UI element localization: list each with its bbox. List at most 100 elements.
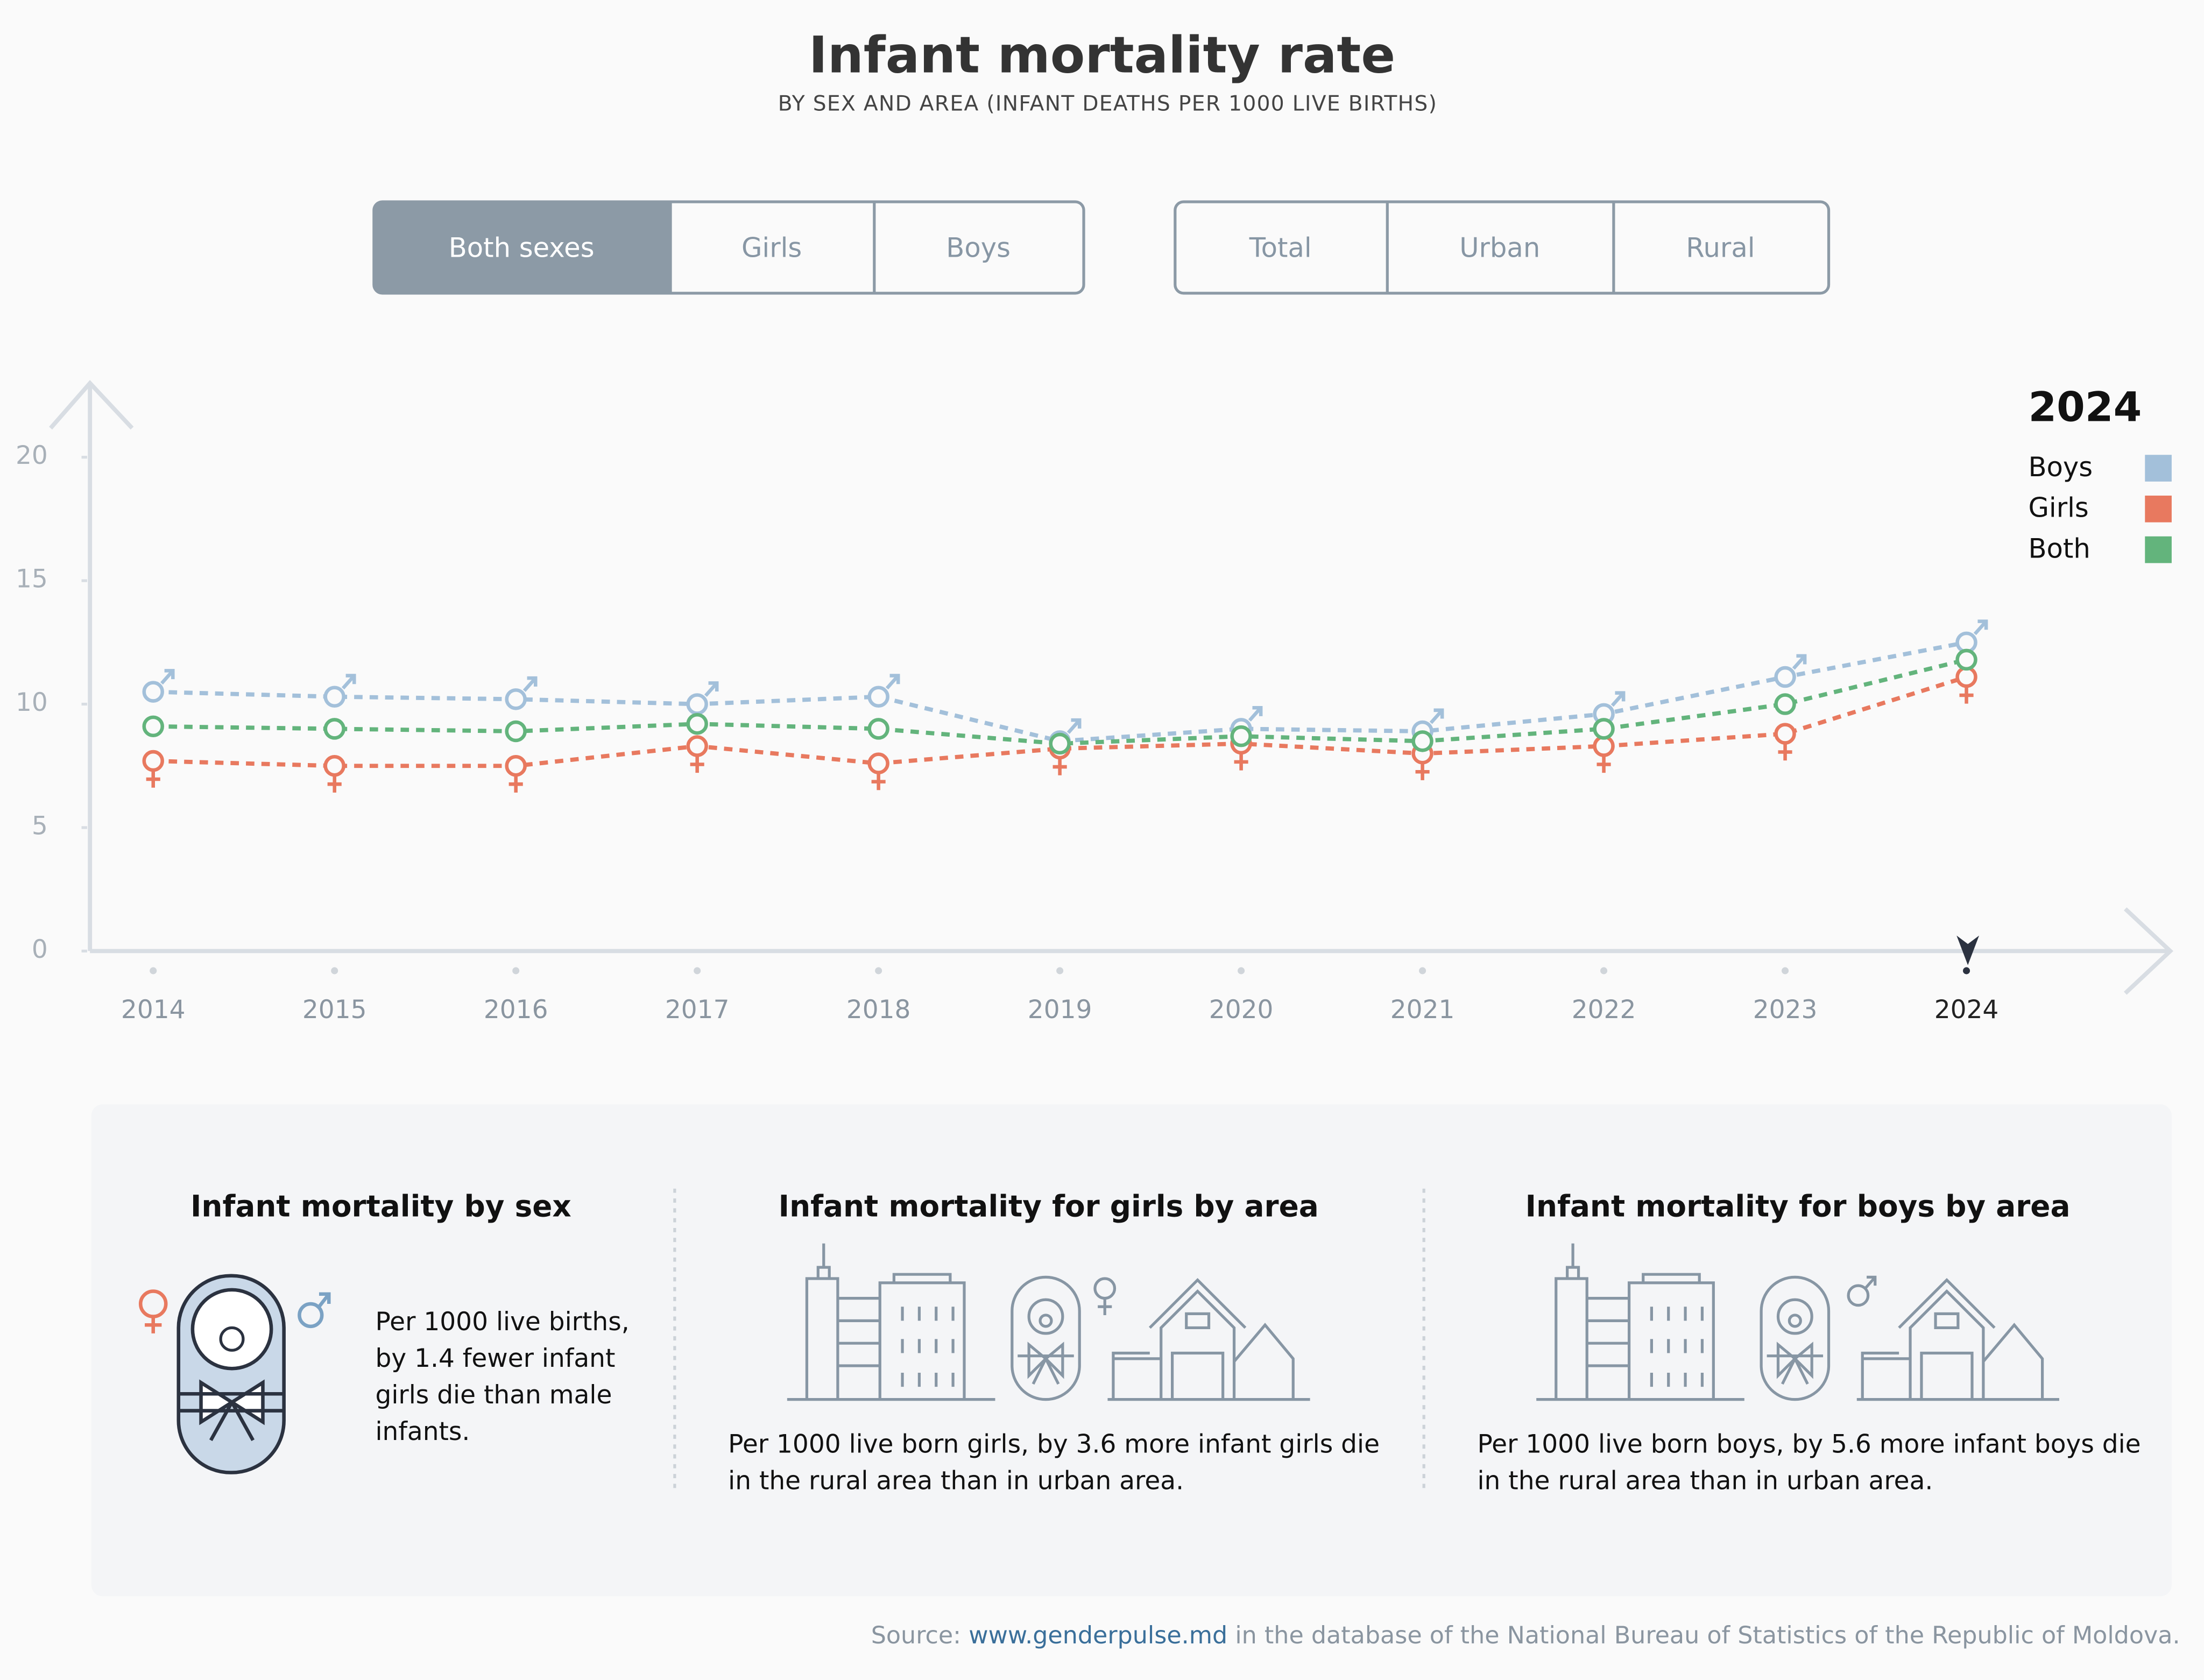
y-tick-label: 15 <box>16 564 48 594</box>
subtitle: BY SEX AND AREA (INFANT DEATHS PER 1000 … <box>778 91 1437 116</box>
x-tick-label: 2020 <box>1209 995 1274 1025</box>
panel-title: Infant mortality for girls by area <box>779 1189 1319 1224</box>
panel-line: Per 1000 live born boys, by 5.6 more inf… <box>1477 1429 2141 1459</box>
marker-symbol <box>1778 743 1792 761</box>
marker-symbol <box>1052 758 1067 775</box>
marker-symbol <box>1429 708 1444 724</box>
female-cross <box>871 773 886 790</box>
panel-line: in the rural area than in urban area. <box>728 1466 1184 1495</box>
button[interactable]: Rural <box>1686 232 1755 263</box>
point <box>142 681 164 703</box>
button[interactable]: Girls <box>741 232 802 263</box>
male-symbol <box>298 1302 324 1329</box>
button[interactable]: Total <box>1249 232 1312 263</box>
male-arrow <box>1066 718 1082 734</box>
button[interactable]: Urban <box>1459 232 1540 263</box>
point <box>686 712 708 735</box>
point <box>323 686 345 708</box>
marker-symbol <box>522 676 538 692</box>
point <box>1411 730 1433 752</box>
panel-line: Per 1000 live born girls, by 3.6 more in… <box>728 1429 1380 1459</box>
x-arrow <box>2124 907 2174 995</box>
marker-symbol <box>1234 753 1248 771</box>
button[interactable]: Both sexes <box>449 232 595 263</box>
point <box>867 752 889 774</box>
female-cross <box>690 756 704 773</box>
x-tick-dot <box>1600 967 1608 975</box>
male-arrow <box>704 681 719 697</box>
female-cross <box>508 775 523 793</box>
female-cross <box>1415 763 1430 780</box>
y-tick-label: 20 <box>16 441 48 470</box>
x-tick-dot <box>1782 967 1789 975</box>
icon-bow <box>178 1379 284 1442</box>
x-tick-dot <box>1056 967 1064 975</box>
female-cross <box>146 771 160 788</box>
x-tick-label: 2022 <box>1572 995 1636 1025</box>
female-cross <box>1234 753 1248 771</box>
panel-line: girls die than male <box>375 1380 612 1410</box>
point <box>1774 693 1796 715</box>
x-tick-label: 2024 <box>1934 995 1999 1025</box>
marker-symbol <box>146 771 160 788</box>
button[interactable]: Boys <box>946 232 1011 263</box>
point <box>323 718 345 740</box>
male-arrow <box>1429 708 1444 724</box>
marker-symbol <box>160 669 175 685</box>
x-tick-dot <box>875 967 882 975</box>
legend-label: Girls <box>2028 492 2088 524</box>
point <box>505 720 527 743</box>
y-tick-label: 5 <box>32 811 48 841</box>
marker-symbol <box>1610 691 1626 707</box>
male-arrow <box>1792 654 1807 670</box>
female-symbol <box>1093 1277 1117 1315</box>
female-cross <box>327 775 342 793</box>
marker-symbol <box>1973 619 1988 636</box>
source-prefix: Source: <box>871 1622 961 1649</box>
male-symbol <box>1847 1275 1877 1307</box>
point <box>686 693 708 715</box>
female-symbol <box>145 1316 162 1333</box>
point <box>142 750 164 772</box>
male-arrow <box>885 674 900 690</box>
marker-symbol <box>1959 687 1974 704</box>
plot: 0 5 10 15 20 2014 2015 2016 2017 2018 2019 2020 2021… <box>16 384 2172 1025</box>
x-tick-label: 2015 <box>302 995 367 1025</box>
icon-face <box>219 1326 245 1352</box>
marker-symbol <box>508 775 523 793</box>
point <box>505 754 527 777</box>
x-tick-label: 2014 <box>121 995 186 1025</box>
female-cross <box>1597 756 1611 773</box>
y-tick-label: 0 <box>32 935 48 964</box>
source: Source: www.genderpulse.md in the databa… <box>871 1622 2180 1649</box>
point <box>1774 723 1796 745</box>
female-cross <box>1959 687 1974 704</box>
legend-swatch <box>2145 455 2172 482</box>
button-bg <box>373 202 671 293</box>
panel-title: Infant mortality by sex <box>190 1189 571 1224</box>
y-arrow <box>49 380 134 430</box>
point <box>1955 648 1977 671</box>
point <box>867 718 889 740</box>
x-tick-label: 2018 <box>846 995 911 1025</box>
marker-symbol <box>327 775 342 793</box>
point <box>867 686 889 708</box>
x-tick-dot <box>150 967 157 975</box>
marker-symbol <box>1597 756 1611 773</box>
x-tick-label: 2021 <box>1390 995 1455 1025</box>
x-tick-dot <box>1963 967 1970 975</box>
point <box>1049 732 1071 755</box>
source-suffix: in the database of the National Bureau o… <box>1235 1622 2180 1649</box>
y-tick-label: 10 <box>16 688 48 717</box>
axes <box>49 380 2174 995</box>
x-tick-label: 2023 <box>1753 995 1818 1025</box>
marker-symbol <box>871 773 886 790</box>
male-arrow <box>1973 619 1988 636</box>
button-border <box>372 200 1085 295</box>
source-link[interactable]: www.genderpulse.md <box>969 1622 1227 1649</box>
marker-symbol <box>1248 705 1263 722</box>
x-tick-dot <box>512 967 520 975</box>
marker-symbol <box>1066 718 1082 734</box>
panel-text: Per 1000 live births, by 1.4 fewer infant… <box>375 1307 2141 1495</box>
